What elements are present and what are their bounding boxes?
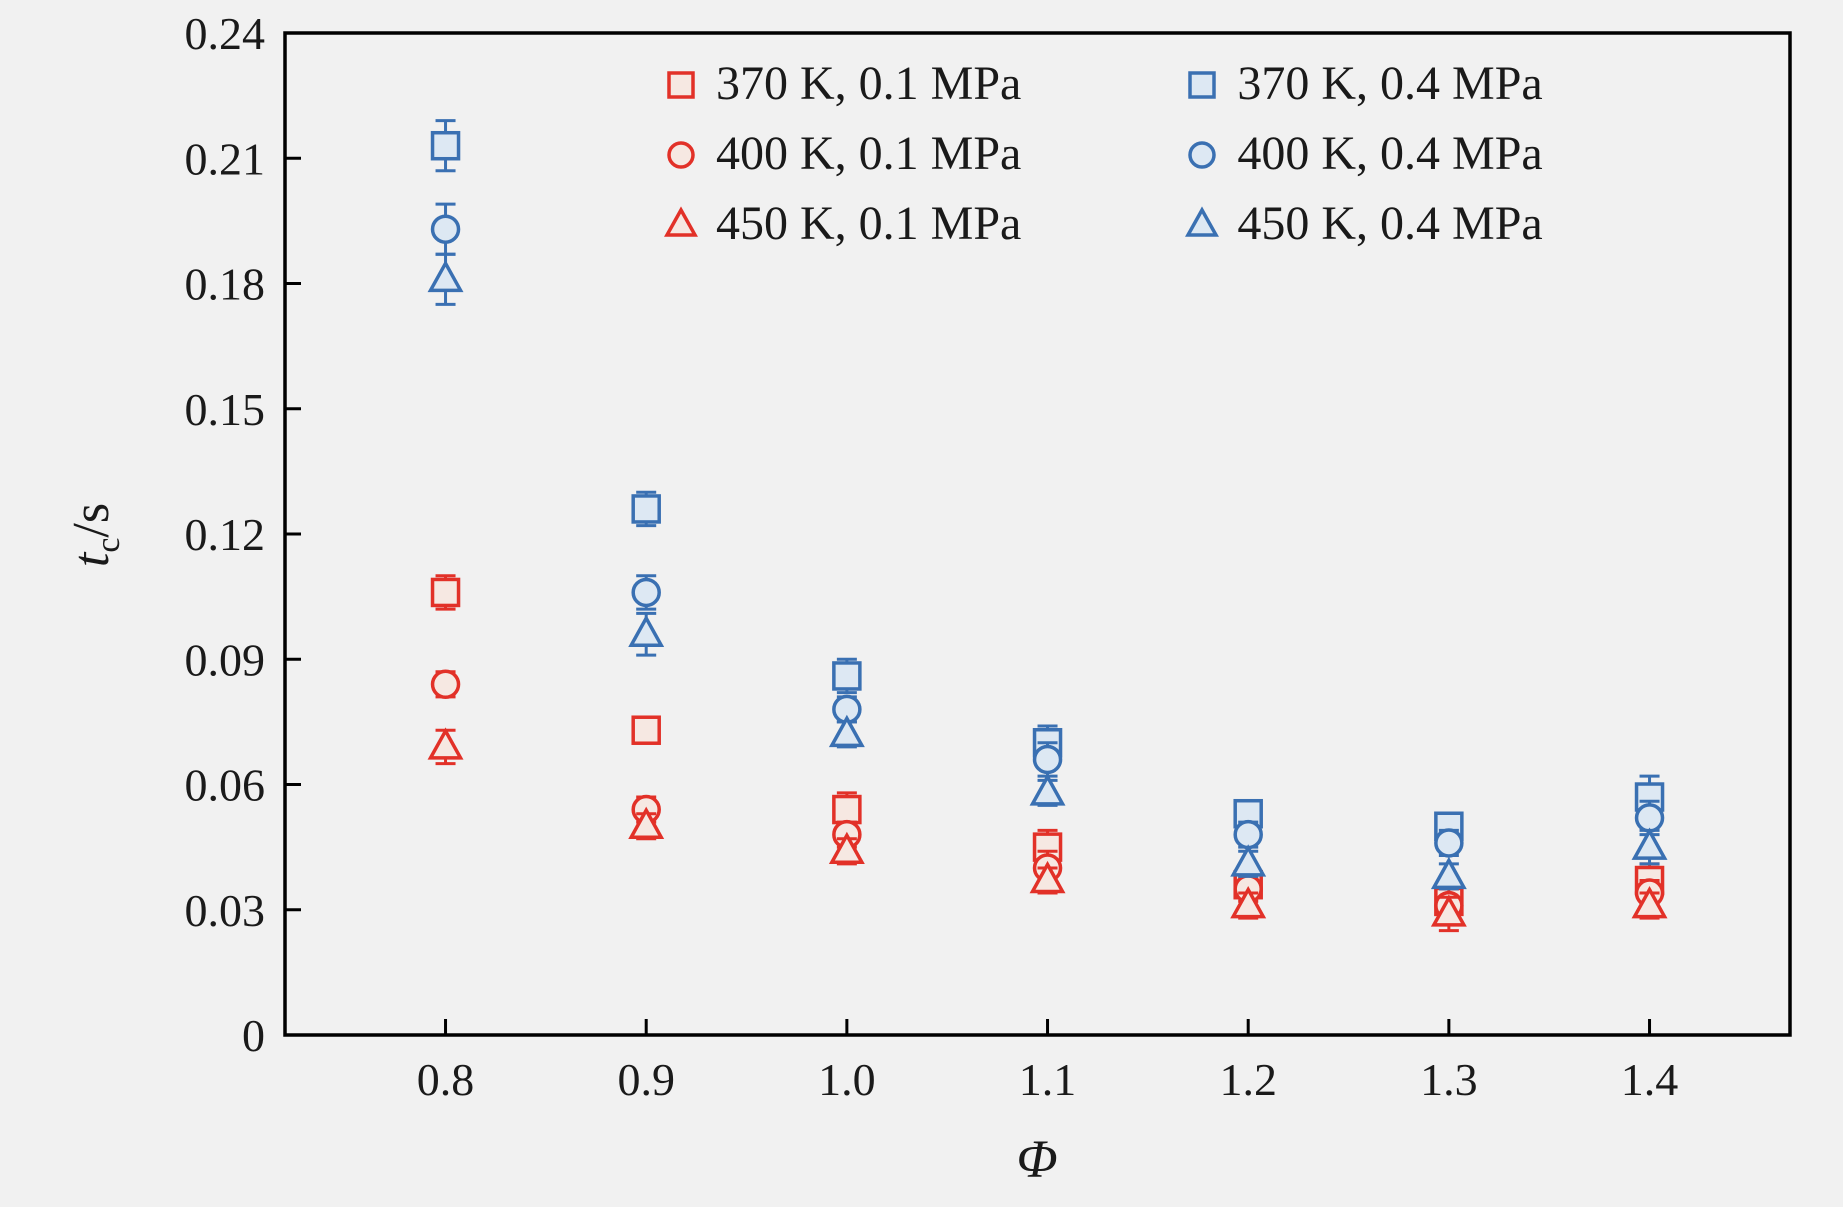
x-axis-label: Φ [1016,1129,1058,1189]
marker-triangle [1029,773,1066,806]
marker-circle [1233,819,1263,850]
marker-triangle [1230,844,1267,877]
legend-label: 450 K, 0.4 MPa [1237,196,1543,250]
marker-triangle [664,206,698,237]
legend: 370 K, 0.1 MPa 400 K, 0.1 MPa 450 K, 0.1 M… [660,52,1543,254]
y-axis-label-variable: t [62,552,120,568]
legend-item: 400 K, 0.4 MPa [1181,122,1543,184]
marker-triangle [828,714,865,748]
legend-item: 450 K, 0.1 MPa [660,192,1021,254]
y-tick-label: 0.24 [185,8,266,59]
marker-triangle [1631,827,1668,860]
y-tick-label: 0.03 [185,885,266,936]
legend-circle-icon [1188,141,1217,169]
marker-square [667,71,695,99]
marker-square [430,577,461,608]
marker-triangle [1230,885,1267,919]
legend-label: 370 K, 0.4 MPa [1237,56,1543,110]
marker-circle [430,214,461,244]
legend-item: 400 K, 0.1 MPa [660,122,1021,184]
legend-label: 450 K, 0.1 MPa [716,196,1022,250]
marker-triangle [1631,885,1668,919]
y-tick-label: 0.21 [185,133,266,184]
legend-triangle-icon [1185,206,1220,237]
marker-triangle [427,727,464,760]
y-tick-label: 0.15 [185,384,266,435]
y-tick-label: 0.06 [185,760,266,811]
marker-circle [1032,744,1063,775]
legend-triangle-icon [664,206,698,237]
legend-square-icon [1188,71,1217,99]
marker-triangle [427,259,464,293]
marker-square [832,794,862,825]
marker-square [631,715,661,745]
legend-item: 370 K, 0.1 MPa [660,52,1021,114]
x-tick-label: 1.0 [818,1054,876,1105]
y-tick-label: 0.09 [185,634,266,685]
y-axis-label-subscript: c [90,537,128,553]
x-tick-label: 0.9 [617,1054,675,1105]
y-tick-label: 0.12 [185,509,266,560]
y-tick-label: 0.18 [185,259,266,310]
legend-square-icon [667,71,695,99]
x-tick-label: 1.3 [1420,1054,1478,1105]
legend-item: 370 K, 0.4 MPa [1181,52,1543,114]
legend-circle-icon [667,141,695,169]
y-axis-label-unit: /s [62,502,120,538]
marker-square [1188,71,1217,99]
x-tick-label: 1.4 [1621,1054,1679,1105]
marker-square [832,661,862,691]
marker-triangle [1185,206,1220,237]
marker-triangle [1029,860,1066,894]
x-tick-label: 1.1 [1019,1054,1077,1105]
marker-square [430,130,461,161]
marker-circle [1434,828,1464,858]
marker-circle [631,577,661,608]
marker-circle [430,669,461,700]
marker-triangle [828,831,865,865]
marker-circle [1634,803,1665,833]
marker-triangle [1430,894,1467,927]
x-tick-label: 1.2 [1219,1054,1277,1105]
y-tick-label: 0 [242,1010,265,1061]
legend-item: 450 K, 0.4 MPa [1181,192,1543,254]
legend-label: 400 K, 0.1 MPa [716,126,1022,180]
x-tick-label: 0.8 [417,1054,475,1105]
marker-triangle [628,614,665,647]
legend-label: 400 K, 0.4 MPa [1237,126,1543,180]
marker-circle [667,141,695,169]
marker-triangle [628,806,665,839]
marker-triangle [1430,856,1467,890]
marker-square [631,494,661,524]
y-axis-label: tc/s [62,503,128,567]
legend-label: 370 K, 0.1 MPa [716,56,1022,110]
marker-circle [1188,141,1217,169]
